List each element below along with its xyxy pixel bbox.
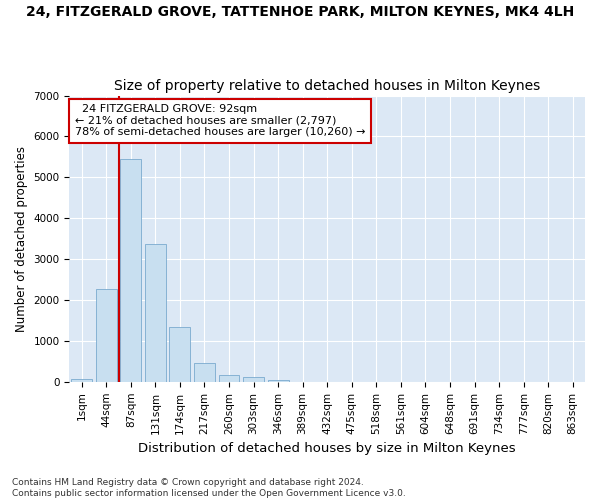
Text: 24 FITZGERALD GROVE: 92sqm
← 21% of detached houses are smaller (2,797)
78% of s: 24 FITZGERALD GROVE: 92sqm ← 21% of deta… [74, 104, 365, 138]
Text: Contains HM Land Registry data © Crown copyright and database right 2024.
Contai: Contains HM Land Registry data © Crown c… [12, 478, 406, 498]
Bar [194, 364, 215, 382]
Title: Size of property relative to detached houses in Milton Keynes: Size of property relative to detached ho… [114, 79, 541, 93]
Bar [121, 159, 141, 382]
Bar [145, 244, 166, 382]
X-axis label: Distribution of detached houses by size in Milton Keynes: Distribution of detached houses by size … [139, 442, 516, 455]
Bar [218, 374, 239, 382]
Y-axis label: Number of detached properties: Number of detached properties [15, 146, 28, 332]
Bar [169, 328, 190, 382]
Bar [243, 376, 264, 382]
Bar [96, 289, 116, 382]
Text: 24, FITZGERALD GROVE, TATTENHOE PARK, MILTON KEYNES, MK4 4LH: 24, FITZGERALD GROVE, TATTENHOE PARK, MI… [26, 5, 574, 19]
Bar [71, 379, 92, 382]
Bar [268, 380, 289, 382]
